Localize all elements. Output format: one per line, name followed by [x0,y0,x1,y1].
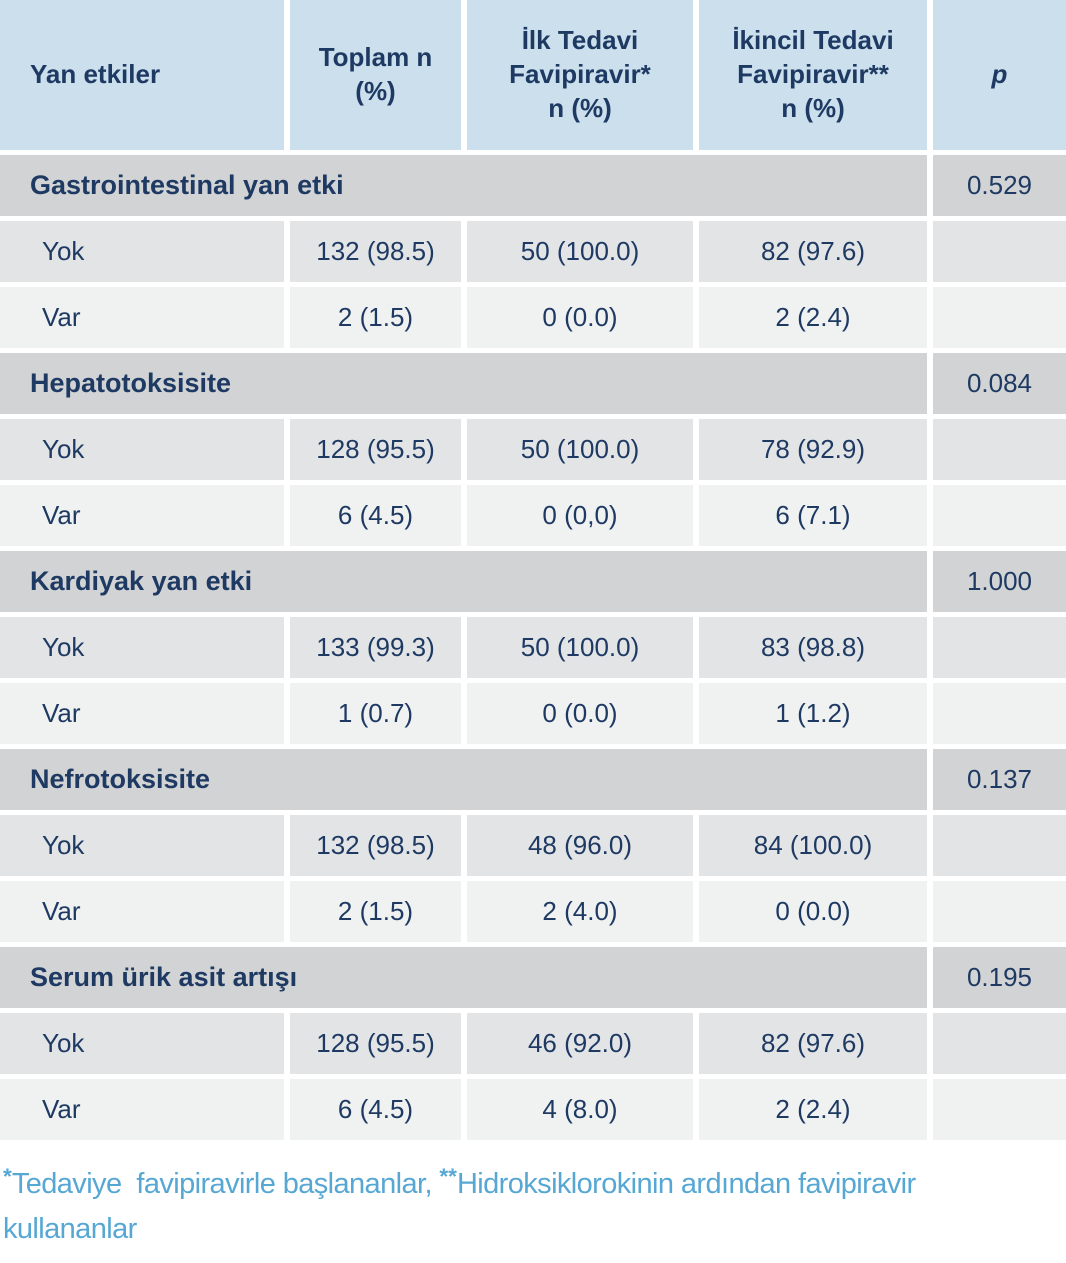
value-total: 132 (98.5) [290,815,461,876]
header-p: p [933,0,1066,150]
p-empty-cell [933,287,1066,348]
footnote-double-asterisk: ** [439,1164,457,1190]
value-total: 128 (95.5) [290,419,461,480]
row-label: Var [0,485,284,546]
footnote-text-1: Tedaviye favipiravirle başlananlar, [11,1168,440,1200]
value-first-treatment: 48 (96.0) [467,815,693,876]
row-label: Yok [0,419,284,480]
section-label-gastrointestinal: Gastrointestinal yan etki [0,155,927,216]
value-first-treatment: 2 (4.0) [467,881,693,942]
p-empty-cell [933,1079,1066,1140]
p-value-cell: 0.084 [933,353,1066,414]
p-empty-cell [933,683,1066,744]
footnote-text-2: Hidroksiklorokinin ardından favipiravir … [3,1168,923,1245]
row-label: Yok [0,221,284,282]
header-toplam: Toplam n (%) [290,0,461,150]
p-empty-cell [933,815,1066,876]
section-label-hepatotoksisite: Hepatotoksisite [0,353,927,414]
header-yan-etkiler: Yan etkiler [0,0,284,150]
value-second-treatment: 6 (7.1) [699,485,927,546]
value-second-treatment: 84 (100.0) [699,815,927,876]
p-empty-cell [933,485,1066,546]
p-empty-cell [933,881,1066,942]
value-second-treatment: 78 (92.9) [699,419,927,480]
p-value-cell: 0.137 [933,749,1066,810]
value-first-treatment: 0 (0.0) [467,287,693,348]
value-second-treatment: 82 (97.6) [699,221,927,282]
value-second-treatment: 1 (1.2) [699,683,927,744]
p-empty-cell [933,419,1066,480]
value-first-treatment: 0 (0,0) [467,485,693,546]
value-total: 2 (1.5) [290,287,461,348]
row-label: Var [0,1079,284,1140]
footnote: *Tedaviye favipiravirle başlananlar, **H… [0,1162,933,1252]
p-empty-cell [933,617,1066,678]
section-label-kardiyak: Kardiyak yan etki [0,551,927,612]
row-label: Yok [0,1013,284,1074]
value-total: 2 (1.5) [290,881,461,942]
value-first-treatment: 50 (100.0) [467,617,693,678]
value-second-treatment: 82 (97.6) [699,1013,927,1074]
p-empty-cell [933,221,1066,282]
value-second-treatment: 2 (2.4) [699,287,927,348]
row-label: Var [0,881,284,942]
value-first-treatment: 46 (92.0) [467,1013,693,1074]
row-label: Yok [0,617,284,678]
section-label-nefrotoksisite: Nefrotoksisite [0,749,927,810]
value-total: 128 (95.5) [290,1013,461,1074]
value-first-treatment: 4 (8.0) [467,1079,693,1140]
footnote-asterisk: * [3,1164,12,1190]
p-value-cell: 0.529 [933,155,1066,216]
section-label-serum-urik-asit: Serum ürik asit artışı [0,947,927,1008]
value-total: 1 (0.7) [290,683,461,744]
row-label: Yok [0,815,284,876]
p-value-cell: 1.000 [933,551,1066,612]
value-second-treatment: 0 (0.0) [699,881,927,942]
value-total: 133 (99.3) [290,617,461,678]
value-total: 132 (98.5) [290,221,461,282]
side-effects-table: Yan etkiler Toplam n (%) İlk Tedavi Favi… [0,0,1066,1140]
value-first-treatment: 0 (0.0) [467,683,693,744]
value-second-treatment: 83 (98.8) [699,617,927,678]
value-total: 6 (4.5) [290,1079,461,1140]
p-empty-cell [933,1013,1066,1074]
value-first-treatment: 50 (100.0) [467,221,693,282]
p-value-cell: 0.195 [933,947,1066,1008]
row-label: Var [0,287,284,348]
value-first-treatment: 50 (100.0) [467,419,693,480]
value-second-treatment: 2 (2.4) [699,1079,927,1140]
header-ikincil-tedavi: İkincil Tedavi Favipiravir** n (%) [699,0,927,150]
row-label: Var [0,683,284,744]
value-total: 6 (4.5) [290,485,461,546]
header-ilk-tedavi: İlk Tedavi Favipiravir* n (%) [467,0,693,150]
